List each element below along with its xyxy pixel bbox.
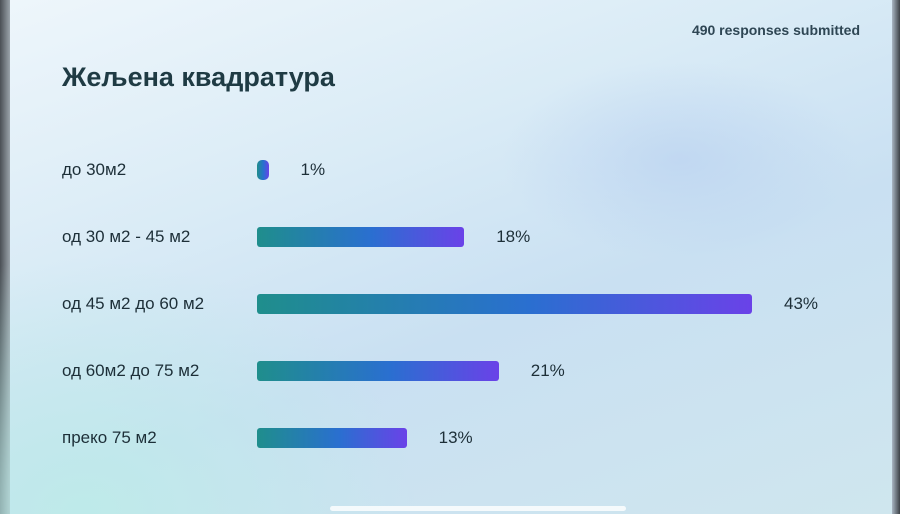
- bar-row: од 60м2 до 75 м2 21%: [0, 359, 900, 383]
- value-label: 43%: [784, 294, 819, 313]
- background-glow-top: [500, 60, 860, 260]
- category-label: од 45 м2 до 60 м2: [62, 294, 205, 313]
- bar-row: преко 75 м2 13%: [0, 426, 900, 450]
- category-label: од 60м2 до 75 м2: [62, 361, 200, 380]
- category-label: преко 75 м2: [62, 428, 157, 447]
- bar-row: до 30м2 1%: [0, 158, 900, 182]
- value-label: 21%: [530, 361, 565, 380]
- bar-row: од 30 м2 - 45 м2 18%: [0, 225, 900, 249]
- value-label: 13%: [438, 428, 473, 447]
- scrollbar[interactable]: [330, 506, 626, 511]
- category-label: од 30 м2 - 45 м2: [62, 227, 191, 246]
- responses-count: 490 responses submitted: [691, 22, 860, 38]
- bar: [257, 227, 465, 247]
- bar: [257, 160, 269, 180]
- bar-row: од 45 м2 до 60 м2 43%: [0, 292, 900, 316]
- screen-right-edge: [892, 0, 900, 514]
- category-label: до 30м2: [62, 160, 127, 179]
- value-label: 1%: [300, 160, 326, 179]
- bar: [257, 361, 499, 381]
- bar: [257, 428, 407, 448]
- bar: [257, 294, 752, 314]
- value-label: 18%: [496, 227, 531, 246]
- chart-title: Жељена квадратура: [62, 62, 335, 92]
